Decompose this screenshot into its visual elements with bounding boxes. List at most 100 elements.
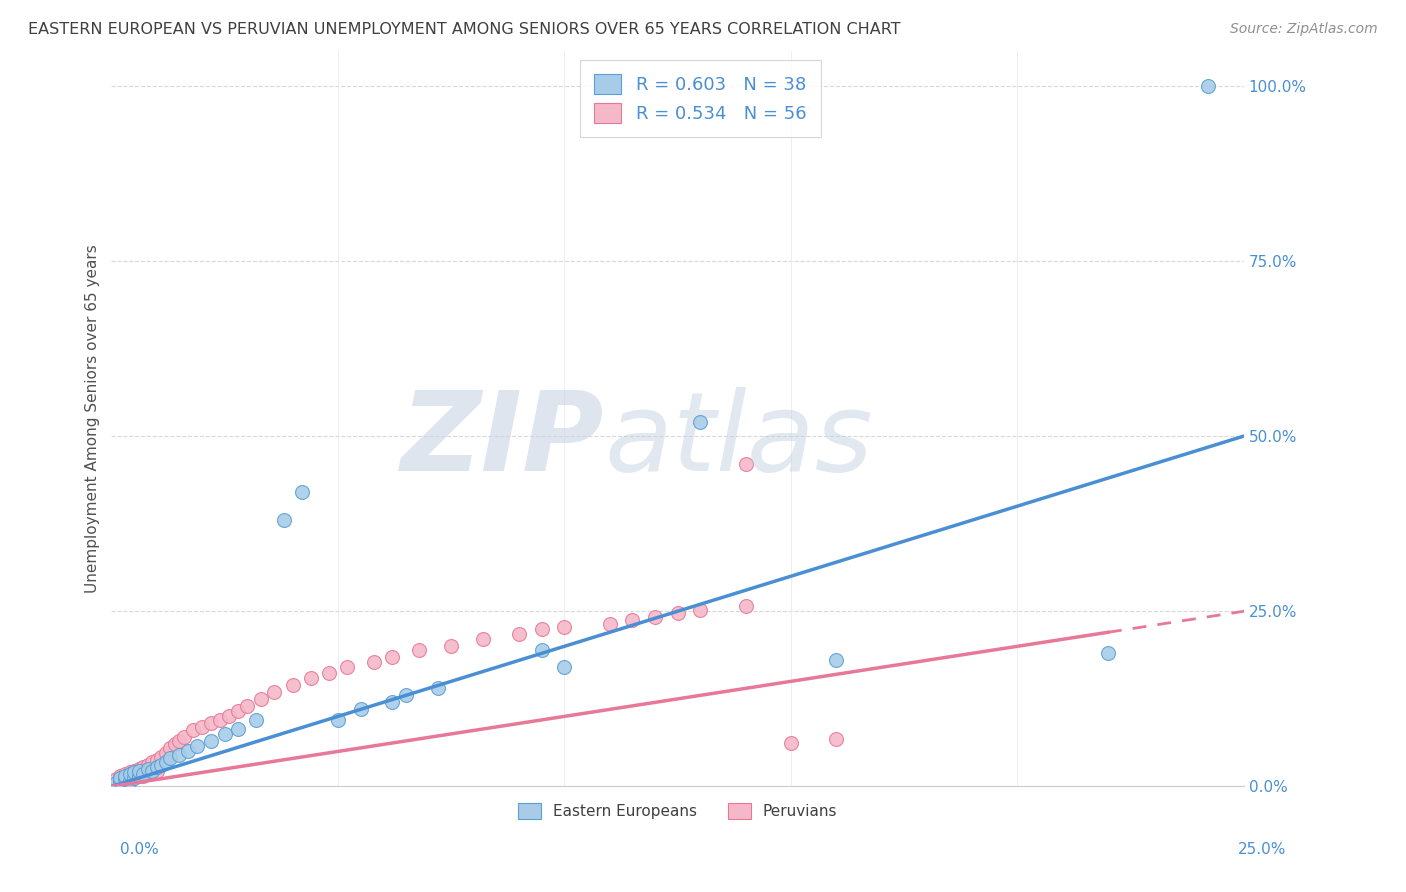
Point [169, 747, 191, 762]
Point [159, 751, 181, 765]
Point [825, 731, 848, 746]
Point [169, 734, 191, 748]
Point [191, 720, 214, 734]
Point [150, 750, 173, 764]
Point [159, 740, 181, 755]
Point [110, 769, 132, 783]
Point [644, 610, 666, 624]
Point [110, 771, 132, 785]
Point [177, 744, 200, 758]
Point [408, 643, 430, 657]
Point [114, 772, 136, 787]
Text: EASTERN EUROPEAN VS PERUVIAN UNEMPLOYMENT AMONG SENIORS OVER 65 YEARS CORRELATIO: EASTERN EUROPEAN VS PERUVIAN UNEMPLOYMEN… [28, 22, 901, 37]
Point [226, 704, 249, 718]
Point [132, 767, 155, 781]
Point [734, 457, 756, 471]
Point [155, 746, 177, 760]
Point [209, 713, 232, 727]
Point [155, 755, 177, 769]
Point [440, 640, 463, 654]
Point [122, 769, 145, 783]
Text: ZIP: ZIP [401, 387, 605, 494]
Point [734, 599, 756, 613]
Point [141, 764, 163, 778]
Point [136, 762, 159, 776]
Point [381, 649, 404, 664]
Point [471, 632, 494, 647]
Point [318, 665, 340, 680]
Point [110, 773, 132, 788]
Point [173, 731, 195, 745]
Point [104, 772, 127, 787]
Point [141, 762, 163, 776]
Point [128, 764, 150, 778]
Point [128, 767, 150, 781]
Point [104, 776, 127, 790]
Point [779, 736, 801, 750]
Point [110, 773, 132, 788]
Point [530, 643, 553, 657]
Text: Source: ZipAtlas.com: Source: ZipAtlas.com [1230, 22, 1378, 37]
Point [118, 765, 141, 780]
Point [181, 723, 204, 738]
Point [1097, 646, 1119, 660]
Point [145, 753, 167, 767]
Point [118, 767, 141, 781]
Point [553, 620, 575, 634]
Point [145, 760, 167, 774]
Point [349, 702, 371, 716]
Point [118, 771, 141, 785]
Point [1197, 78, 1219, 93]
Point [245, 713, 267, 727]
Point [336, 660, 359, 674]
Text: 0.0%: 0.0% [120, 842, 159, 856]
Point [163, 738, 186, 752]
Point [118, 773, 141, 788]
Legend: Eastern Europeans, Peruvians: Eastern Europeans, Peruvians [510, 796, 845, 827]
Point [363, 655, 385, 669]
Point [689, 415, 711, 429]
Point [132, 769, 155, 783]
Point [122, 771, 145, 785]
Point [128, 769, 150, 783]
Text: 25.0%: 25.0% [1239, 842, 1286, 856]
Point [136, 758, 159, 772]
Point [128, 762, 150, 776]
Point [689, 603, 711, 617]
Point [132, 760, 155, 774]
Point [291, 485, 314, 500]
Point [200, 734, 222, 748]
Point [621, 613, 644, 627]
Text: atlas: atlas [605, 387, 873, 494]
Point [395, 689, 418, 703]
Point [226, 722, 249, 736]
Point [122, 765, 145, 780]
Point [381, 695, 404, 709]
Point [281, 678, 304, 692]
Point [326, 713, 349, 727]
Point [273, 513, 295, 527]
Point [250, 691, 273, 706]
Point [104, 776, 127, 790]
Point [214, 727, 236, 741]
Point [508, 626, 530, 640]
Point [825, 653, 848, 667]
Point [299, 671, 322, 685]
Point [186, 739, 208, 753]
Point [136, 765, 159, 780]
Point [263, 685, 285, 699]
Point [599, 616, 621, 631]
Point [666, 606, 689, 620]
Point [200, 716, 222, 731]
Point [218, 709, 240, 723]
Y-axis label: Unemployment Among Seniors over 65 years: Unemployment Among Seniors over 65 years [86, 244, 100, 593]
Point [114, 772, 136, 787]
Point [530, 622, 553, 636]
Point [145, 764, 167, 778]
Point [426, 681, 449, 696]
Point [236, 698, 259, 713]
Point [141, 755, 163, 769]
Point [553, 660, 575, 674]
Point [114, 769, 136, 783]
Point [150, 758, 173, 772]
